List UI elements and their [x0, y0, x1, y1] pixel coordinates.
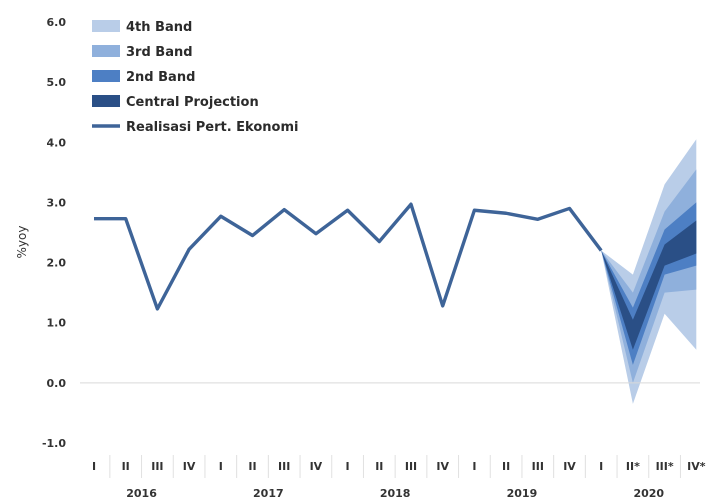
x-tick-label: IV	[310, 460, 323, 473]
x-tick-label: II*	[626, 460, 640, 473]
legend: 4th Band 3rd Band 2nd Band Central Projecti…	[92, 20, 298, 135]
x-tick-label: II	[375, 460, 383, 473]
year-label: 2020	[633, 487, 664, 500]
legend-swatch	[92, 70, 120, 82]
x-tick-label: II	[502, 460, 510, 473]
x-tick-label: IV*	[687, 460, 706, 473]
x-tick-label: IV	[183, 460, 196, 473]
x-tick-label: I	[346, 460, 350, 473]
x-tick-label: IV	[436, 460, 449, 473]
x-tick-label: IV	[563, 460, 576, 473]
legend-label: 4th Band	[126, 20, 192, 35]
legend-swatch	[92, 45, 120, 57]
x-tick-label: III	[278, 460, 290, 473]
fan-central	[601, 220, 697, 350]
x-tick-label: I	[92, 460, 96, 473]
y-tick-label: -1.0	[42, 437, 66, 450]
y-tick-label: 4.0	[47, 136, 67, 149]
y-axis: 6.0 5.0 4.0 3.0 2.0 1.0 0.0 -1.0	[42, 16, 66, 450]
legend-swatch	[92, 20, 120, 32]
projection-bands	[601, 139, 697, 404]
year-label: 2016	[126, 487, 157, 500]
year-label: 2017	[253, 487, 284, 500]
y-axis-label: %yoy	[15, 226, 29, 259]
legend-label: 2nd Band	[126, 70, 195, 85]
actual-series	[94, 202, 603, 311]
y-tick-label: 6.0	[47, 16, 67, 29]
year-label: 2019	[507, 487, 538, 500]
year-label: 2018	[380, 487, 411, 500]
y-tick-label: 3.0	[47, 196, 67, 209]
y-tick-label: 1.0	[47, 317, 67, 330]
x-tick-label: III	[532, 460, 544, 473]
legend-swatch	[92, 95, 120, 107]
x-tick-label: III*	[656, 460, 674, 473]
x-tick-label: I	[472, 460, 476, 473]
y-tick-label: 2.0	[47, 257, 67, 270]
x-axis: I II III IV I II III IV I II III IV I II III IV I II* III*…	[92, 455, 706, 500]
legend-label: 3rd Band	[126, 45, 193, 60]
actual-growth-line	[94, 202, 603, 311]
x-tick-label: II	[248, 460, 256, 473]
x-tick-label: I	[219, 460, 223, 473]
x-tick-label: II	[122, 460, 130, 473]
legend-label: Realisasi Pert. Ekonomi	[126, 120, 298, 135]
legend-label: Central Projection	[126, 95, 259, 110]
y-tick-label: 0.0	[47, 377, 67, 390]
y-tick-label: 5.0	[47, 76, 67, 89]
x-tick-label: III	[151, 460, 163, 473]
x-tick-label: I	[599, 460, 603, 473]
x-tick-label: III	[405, 460, 417, 473]
